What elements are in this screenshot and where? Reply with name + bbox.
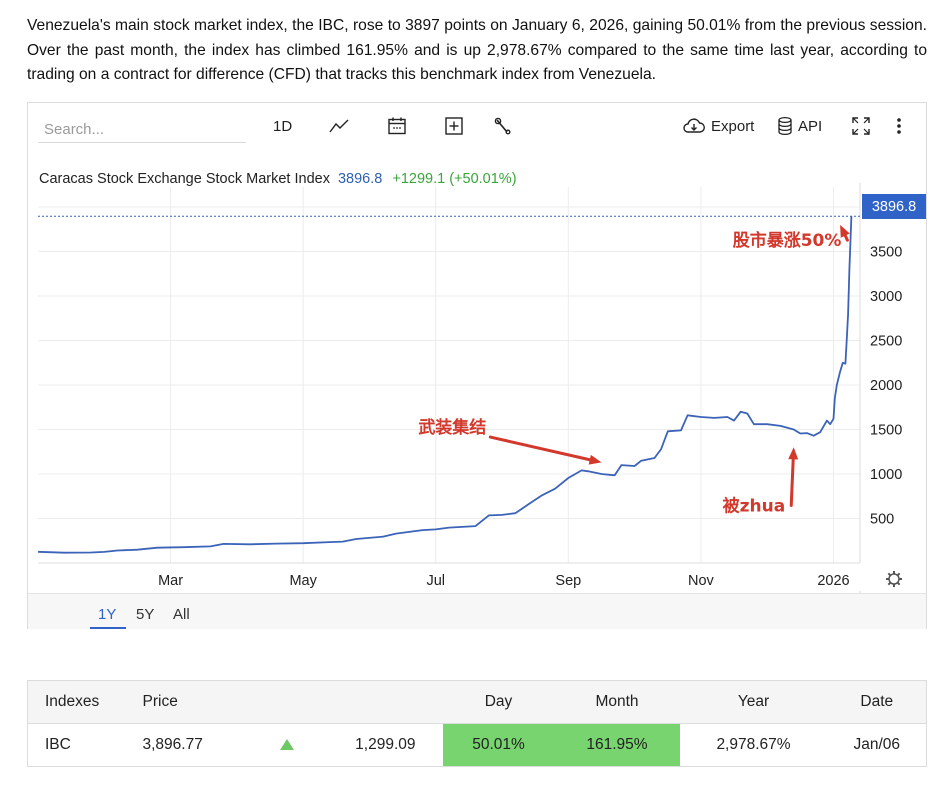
active-range-underline [90,627,126,629]
chart-title: Caracas Stock Exchange Stock Market Inde… [39,171,330,187]
range-selector: 1Y 5Y All [28,593,926,629]
index-name[interactable]: IBC [45,736,71,753]
line-chart[interactable]: 5001000150020002500300035004000MarMayJul… [28,103,926,593]
y-tick-label: 3500 [870,245,902,261]
database-icon [778,116,792,136]
intro-paragraph: Venezuela's main stock market index, the… [27,17,927,83]
series-line [37,216,853,554]
col-header-year: Year [679,680,828,724]
x-tick-label: 2026 [817,573,849,589]
chart-header: Caracas Stock Exchange Stock Market Inde… [39,171,517,187]
index-summary-table: Indexes Price Day Month Year Date IBC 3,… [27,680,927,767]
col-header-date: Date [827,680,927,724]
y-tick-label: 2000 [870,378,902,394]
table-header-row: Indexes Price Day Month Year Date [27,680,927,724]
annotation-arrow-head [588,454,602,465]
index-year-change: 2,978.67% [716,736,791,753]
col-header-month: Month [554,680,680,724]
chart-panel: 1D [27,102,927,629]
annotation-arrow-head [840,224,850,238]
x-tick-label: May [289,573,317,589]
table-row[interactable]: IBC 3,896.77 1,299.09 50.01% 161.95% 2,9… [28,723,927,767]
fullscreen-icon [852,117,870,135]
x-tick-label: Sep [555,573,581,589]
annotation-label: 被zhua [723,495,786,516]
export-button[interactable]: Export [682,113,754,139]
index-price: 3,896.77 [142,736,203,753]
chart-type-button[interactable] [328,113,350,139]
annotation-label: 股市暴涨50% [733,230,842,251]
annotation-arrow-shaft [488,435,592,462]
y-tick-label: 1000 [870,467,902,483]
index-month-change: 161.95% [554,723,680,767]
range-5y-button[interactable]: 5Y [136,606,155,623]
y-tick-label: 1500 [870,423,902,439]
last-price-tag: 3896.8 [862,194,926,219]
annotation-label: 武装集结 [418,417,486,438]
col-header-indexes: Indexes [27,680,143,724]
x-tick-label: Nov [688,573,715,589]
col-header-price: Price [142,680,260,724]
x-tick-label: Jul [426,573,445,589]
x-tick-label: Mar [158,573,183,589]
col-header-change [314,680,443,724]
index-change: 1,299.09 [355,736,416,753]
calendar-icon [388,117,406,135]
y-tick-label: 500 [870,512,894,528]
interval-button[interactable]: 1D [273,113,292,139]
col-header-direction [259,680,315,724]
gear-icon-tooth [896,581,901,586]
interval-label: 1D [273,117,293,135]
chart-current-value: 3896.8 [337,171,383,187]
annotation-arrow-shaft [789,457,795,507]
search-input[interactable] [38,117,246,143]
index-date: Jan/06 [853,736,901,753]
chart-change: +1299.1 (+50.01%) [392,171,517,187]
y-tick-label: 2500 [870,334,902,350]
more-options-button[interactable] [894,113,904,139]
annotation-arrow-shaft [843,234,849,242]
gear-icon-tooth [896,572,901,577]
fullscreen-button[interactable] [850,113,872,139]
range-all-button[interactable]: All [173,606,190,623]
calendar-button[interactable] [387,113,407,139]
cloud-download-icon [683,118,705,133]
line-chart-icon [329,119,349,133]
wrench-icon [494,117,511,135]
y-tick-label: 3000 [870,289,902,305]
plus-box-icon [445,117,463,135]
api-label: API [798,117,823,135]
index-day-change: 50.01% [442,723,555,767]
chart-toolbar: 1D [28,103,926,149]
range-1y-button[interactable]: 1Y [98,606,117,623]
gear-icon-ring [888,573,900,585]
settings-tool-button[interactable] [493,113,513,139]
gear-icon[interactable] [886,571,902,587]
export-label: Export [711,117,755,135]
gear-icon-tooth [887,572,892,577]
kebab-menu-icon [897,118,901,134]
compare-button[interactable] [444,113,464,139]
triangle-up-icon [280,739,294,751]
col-header-day: Day [442,680,555,724]
api-button[interactable]: API [777,113,822,139]
annotation-arrow-head [788,447,799,460]
gear-icon-tooth [887,581,892,586]
